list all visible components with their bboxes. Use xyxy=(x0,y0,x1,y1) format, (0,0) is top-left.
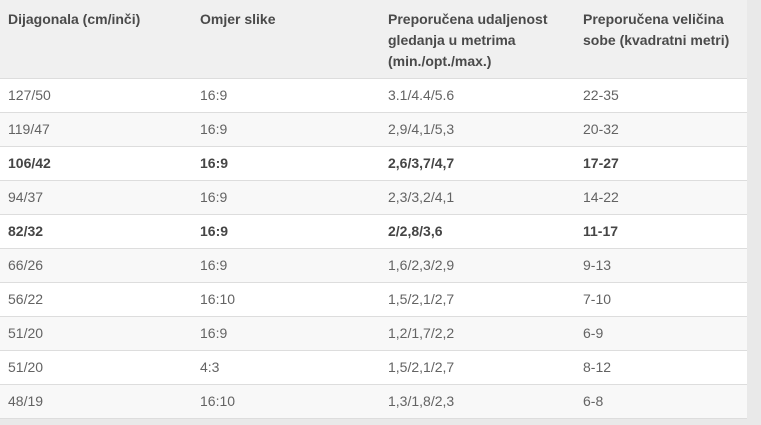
cell-viewing-distance: 3.1/4.4/5.6 xyxy=(380,78,575,113)
cell-diagonal: 56/22 xyxy=(0,282,192,317)
cell-aspect-ratio: 16:9 xyxy=(192,78,380,113)
cell-diagonal: 66/26 xyxy=(0,248,192,283)
cell-aspect-ratio: 16:9 xyxy=(192,248,380,283)
cell-diagonal: 82/32 xyxy=(0,214,192,249)
table-row: 94/37 16:9 2,3/3,2/4,1 14-22 xyxy=(0,180,747,215)
table-row: 51/20 16:9 1,2/1,7/2,2 6-9 xyxy=(0,316,747,351)
header-room-size: Preporučena veličina sobe (kvadratni met… xyxy=(575,0,747,79)
tv-size-table: Dijagonala (cm/inči) Omjer slike Preporu… xyxy=(0,0,747,419)
header-aspect-ratio: Omjer slike xyxy=(192,0,380,79)
table-row: 56/22 16:10 1,5/2,1/2,7 7-10 xyxy=(0,282,747,317)
cell-diagonal: 48/19 xyxy=(0,384,192,419)
tv-size-guide: Dijagonala (cm/inči) Omjer slike Preporu… xyxy=(0,0,747,419)
cell-aspect-ratio: 16:9 xyxy=(192,316,380,351)
cell-viewing-distance: 1,3/1,8/2,3 xyxy=(380,384,575,419)
cell-viewing-distance: 1,5/2,1/2,7 xyxy=(380,350,575,385)
table-row: 127/50 16:9 3.1/4.4/5.6 22-35 xyxy=(0,78,747,113)
cell-room-size: 11-17 xyxy=(575,214,747,249)
cell-room-size: 22-35 xyxy=(575,78,747,113)
header-diagonal: Dijagonala (cm/inči) xyxy=(0,0,192,79)
table-row: 106/42 16:9 2,6/3,7/4,7 17-27 xyxy=(0,146,747,181)
cell-aspect-ratio: 16:9 xyxy=(192,180,380,215)
cell-room-size: 7-10 xyxy=(575,282,747,317)
cell-room-size: 9-13 xyxy=(575,248,747,283)
table-row: 48/19 16:10 1,3/1,8/2,3 6-8 xyxy=(0,384,747,419)
table-row: 66/26 16:9 1,6/2,3/2,9 9-13 xyxy=(0,248,747,283)
table-row: 51/20 4:3 1,5/2,1/2,7 8-12 xyxy=(0,350,747,385)
cell-viewing-distance: 1,2/1,7/2,2 xyxy=(380,316,575,351)
table-row: 82/32 16:9 2/2,8/3,6 11-17 xyxy=(0,214,747,249)
cell-aspect-ratio: 4:3 xyxy=(192,350,380,385)
cell-aspect-ratio: 16:9 xyxy=(192,112,380,147)
cell-room-size: 8-12 xyxy=(575,350,747,385)
cell-room-size: 20-32 xyxy=(575,112,747,147)
table-header: Dijagonala (cm/inči) Omjer slike Preporu… xyxy=(0,0,747,79)
cell-diagonal: 106/42 xyxy=(0,146,192,181)
cell-room-size: 17-27 xyxy=(575,146,747,181)
cell-diagonal: 51/20 xyxy=(0,350,192,385)
table-body: 127/50 16:9 3.1/4.4/5.6 22-35 119/47 16:9 2,9/… xyxy=(0,78,747,419)
cell-viewing-distance: 2,9/4,1/5,3 xyxy=(380,112,575,147)
cell-diagonal: 51/20 xyxy=(0,316,192,351)
cell-viewing-distance: 2,3/3,2/4,1 xyxy=(380,180,575,215)
cell-diagonal: 127/50 xyxy=(0,78,192,113)
cell-aspect-ratio: 16:9 xyxy=(192,146,380,181)
cell-viewing-distance: 2,6/3,7/4,7 xyxy=(380,146,575,181)
cell-viewing-distance: 1,5/2,1/2,7 xyxy=(380,282,575,317)
cell-room-size: 6-8 xyxy=(575,384,747,419)
header-viewing-distance: Preporučena udaljenost gledanja u metrim… xyxy=(380,0,575,79)
cell-viewing-distance: 2/2,8/3,6 xyxy=(380,214,575,249)
table-row: 119/47 16:9 2,9/4,1/5,3 20-32 xyxy=(0,112,747,147)
cell-aspect-ratio: 16:9 xyxy=(192,214,380,249)
cell-aspect-ratio: 16:10 xyxy=(192,282,380,317)
cell-diagonal: 94/37 xyxy=(0,180,192,215)
cell-diagonal: 119/47 xyxy=(0,112,192,147)
cell-room-size: 6-9 xyxy=(575,316,747,351)
cell-room-size: 14-22 xyxy=(575,180,747,215)
cell-aspect-ratio: 16:10 xyxy=(192,384,380,419)
header-row: Dijagonala (cm/inči) Omjer slike Preporu… xyxy=(0,0,747,79)
cell-viewing-distance: 1,6/2,3/2,9 xyxy=(380,248,575,283)
